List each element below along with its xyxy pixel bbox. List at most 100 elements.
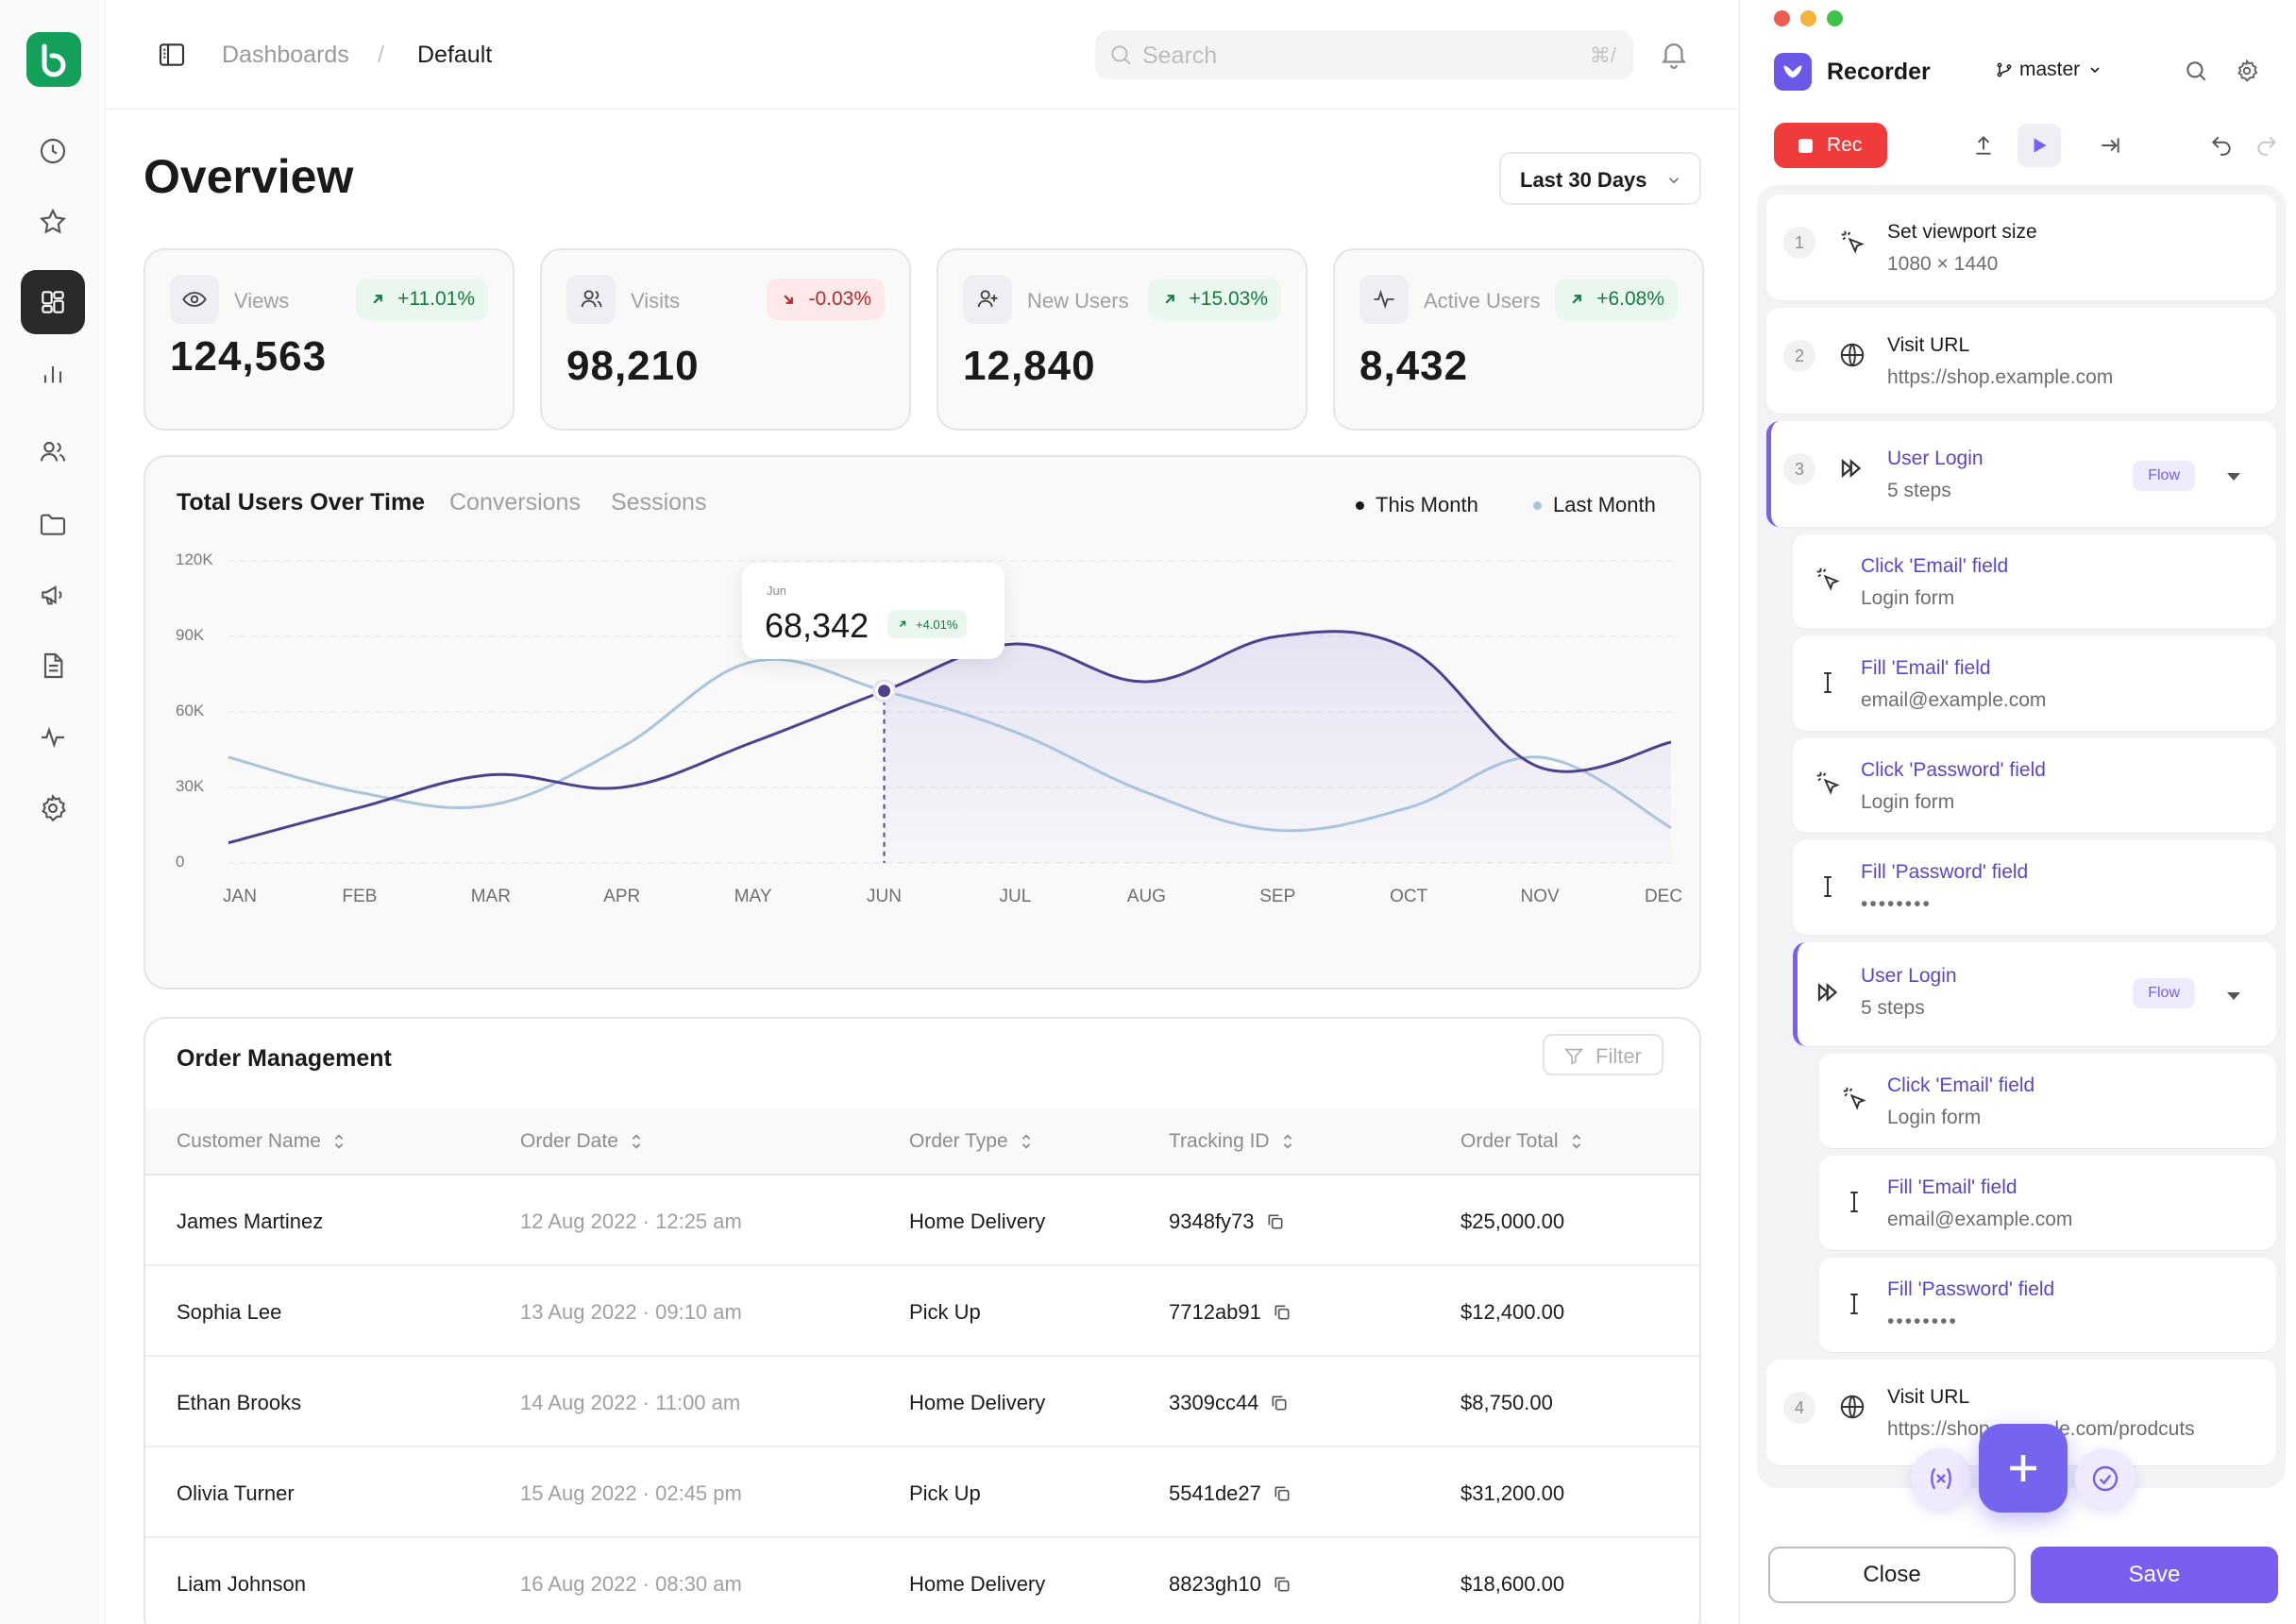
step-title: Fill 'Password' field bbox=[1887, 1278, 2055, 1300]
sidebar-item-campaigns[interactable] bbox=[21, 563, 85, 627]
sidebar-item-analytics[interactable] bbox=[21, 342, 85, 406]
copy-icon[interactable] bbox=[1273, 1575, 1292, 1594]
cell-total: $31,200.00 bbox=[1460, 1481, 1565, 1505]
bell-icon[interactable] bbox=[1658, 38, 1690, 70]
col-order-total[interactable]: Order Total bbox=[1460, 1130, 1583, 1153]
column-label: Order Total bbox=[1460, 1130, 1559, 1152]
minimize-window-dot[interactable] bbox=[1800, 10, 1816, 26]
sidebar-item-recent[interactable] bbox=[21, 119, 85, 183]
close-button[interactable]: Close bbox=[1768, 1547, 2016, 1603]
step-set-viewport[interactable]: 1 Set viewport size 1080 × 1440 bbox=[1766, 195, 2276, 300]
close-window-dot[interactable] bbox=[1774, 10, 1790, 26]
maximize-window-dot[interactable] bbox=[1827, 10, 1843, 26]
step-fill-email[interactable]: Fill 'Email' field email@example.com bbox=[1793, 636, 2276, 731]
search-input[interactable]: Search ⌘/ bbox=[1095, 30, 1633, 79]
sidebar-item-users[interactable] bbox=[21, 420, 85, 484]
search-shortcut: ⌘/ bbox=[1589, 43, 1616, 67]
step-visit-url[interactable]: 2 Visit URL https://shop.example.com bbox=[1766, 308, 2276, 414]
x-tick-label: JUN bbox=[867, 887, 902, 906]
table-row[interactable]: Sophia Lee 13 Aug 2022 · 09:10 am Pick U… bbox=[145, 1266, 1699, 1357]
y-tick-label: 0 bbox=[176, 853, 185, 871]
sidebar bbox=[0, 0, 106, 1624]
stat-label: Visits bbox=[631, 289, 681, 313]
arrow-up-right-icon bbox=[1164, 295, 1174, 304]
table-row[interactable]: James Martinez 12 Aug 2022 · 12:25 am Ho… bbox=[145, 1176, 1699, 1266]
step-number: 2 bbox=[1783, 340, 1815, 372]
step-user-login-flow-nested[interactable]: User Login 5 steps Flow bbox=[1793, 942, 2276, 1046]
step-click-email[interactable]: Click 'Email' field Login form bbox=[1793, 534, 2276, 629]
caret-down-icon[interactable] bbox=[2225, 990, 2242, 1003]
table-row[interactable]: Olivia Turner 15 Aug 2022 · 02:45 pm Pic… bbox=[145, 1447, 1699, 1538]
tab-total-users[interactable]: Total Users Over Time bbox=[177, 489, 426, 516]
upload-icon bbox=[1976, 135, 1991, 155]
series-area bbox=[884, 631, 1671, 863]
table-row[interactable]: Liam Johnson 16 Aug 2022 · 08:30 am Home… bbox=[145, 1538, 1699, 1624]
breadcrumb-dashboards[interactable]: Dashboards bbox=[222, 42, 349, 68]
step-title: Fill 'Email' field bbox=[1861, 657, 1991, 679]
step-button[interactable] bbox=[2093, 128, 2127, 162]
step-number: 4 bbox=[1783, 1392, 1815, 1424]
table-row[interactable]: Ethan Brooks 14 Aug 2022 · 11:00 am Home… bbox=[145, 1357, 1699, 1447]
step-visit-url-products[interactable]: 4 Visit URL https://shop.example.com/pro… bbox=[1766, 1360, 2276, 1465]
sidebar-item-activity[interactable] bbox=[21, 705, 85, 770]
clock-icon bbox=[40, 138, 66, 164]
copy-icon[interactable] bbox=[1273, 1484, 1292, 1503]
tab-sessions[interactable]: Sessions bbox=[611, 489, 707, 516]
step-user-login-flow[interactable]: 3 User Login 5 steps Flow bbox=[1766, 421, 2276, 527]
step-click-email-nested[interactable]: Click 'Email' field Login form bbox=[1819, 1054, 2276, 1148]
gear-icon[interactable] bbox=[2235, 59, 2259, 83]
search-icon[interactable] bbox=[2184, 59, 2208, 83]
sidebar-item-documents[interactable] bbox=[21, 634, 85, 698]
copy-icon[interactable] bbox=[1266, 1212, 1285, 1231]
assert-button[interactable] bbox=[2075, 1448, 2136, 1509]
step-click-password[interactable]: Click 'Password' field Login form bbox=[1793, 738, 2276, 833]
step-detail: Login form bbox=[1861, 791, 1955, 813]
step-detail: Login form bbox=[1887, 1107, 1982, 1128]
copy-icon[interactable] bbox=[1273, 1303, 1292, 1322]
sidebar-item-files[interactable] bbox=[21, 492, 85, 556]
redo-button[interactable] bbox=[2250, 128, 2284, 162]
record-button[interactable]: Rec bbox=[1774, 123, 1887, 168]
col-order-type[interactable]: Order Type bbox=[909, 1130, 1033, 1153]
branch-select[interactable]: master bbox=[1995, 59, 2102, 81]
stat-icon-wrap bbox=[566, 275, 616, 324]
filter-button[interactable]: Filter bbox=[1543, 1034, 1663, 1075]
export-button[interactable] bbox=[1967, 128, 2001, 162]
add-step-button[interactable] bbox=[1979, 1424, 2068, 1513]
legend-this-month: This Month bbox=[1356, 493, 1478, 517]
stat-value: 12,840 bbox=[963, 343, 1096, 389]
sidebar-toggle-icon[interactable] bbox=[157, 40, 187, 70]
highlight-point[interactable] bbox=[878, 685, 891, 698]
stat-change-badge: -0.03% bbox=[767, 279, 885, 320]
caret-down-icon[interactable] bbox=[2225, 470, 2242, 483]
play-button[interactable] bbox=[2017, 124, 2061, 167]
col-tracking-id[interactable]: Tracking ID bbox=[1169, 1130, 1294, 1153]
sidebar-item-settings[interactable] bbox=[21, 776, 85, 840]
step-fill-password-nested[interactable]: Fill 'Password' field •••••••• bbox=[1819, 1258, 2276, 1352]
save-button[interactable]: Save bbox=[2031, 1547, 2278, 1603]
copy-icon[interactable] bbox=[1270, 1394, 1289, 1413]
undo-button[interactable] bbox=[2204, 128, 2238, 162]
cell-type: Pick Up bbox=[909, 1481, 981, 1505]
step-detail: 5 steps bbox=[1887, 480, 1951, 501]
cell-total: $8,750.00 bbox=[1460, 1391, 1553, 1414]
sidebar-item-favorites[interactable] bbox=[21, 190, 85, 254]
step-fill-email-nested[interactable]: Fill 'Email' field email@example.com bbox=[1819, 1156, 2276, 1250]
step-title: Visit URL bbox=[1887, 334, 1970, 356]
stat-label: Active Users bbox=[1424, 289, 1541, 313]
cell-total: $25,000.00 bbox=[1460, 1210, 1565, 1233]
legend-label: Last Month bbox=[1553, 493, 1656, 516]
date-range-select[interactable]: Last 30 Days bbox=[1499, 152, 1701, 205]
recorder-logo-icon bbox=[1783, 65, 1802, 78]
tab-conversions[interactable]: Conversions bbox=[449, 489, 581, 516]
col-customer-name[interactable]: Customer Name bbox=[177, 1130, 346, 1153]
sidebar-item-dashboard[interactable] bbox=[21, 270, 85, 334]
cell-tracking: 7712ab91 bbox=[1169, 1300, 1292, 1325]
stat-change-badge: +6.08% bbox=[1555, 279, 1678, 320]
text-cursor-icon bbox=[1824, 672, 1832, 693]
app-logo[interactable] bbox=[26, 32, 81, 87]
step-fill-password[interactable]: Fill 'Password' field •••••••• bbox=[1793, 840, 2276, 935]
line-chart bbox=[228, 560, 1672, 864]
variable-button[interactable] bbox=[1911, 1448, 1971, 1509]
col-order-date[interactable]: Order Date bbox=[520, 1130, 643, 1153]
